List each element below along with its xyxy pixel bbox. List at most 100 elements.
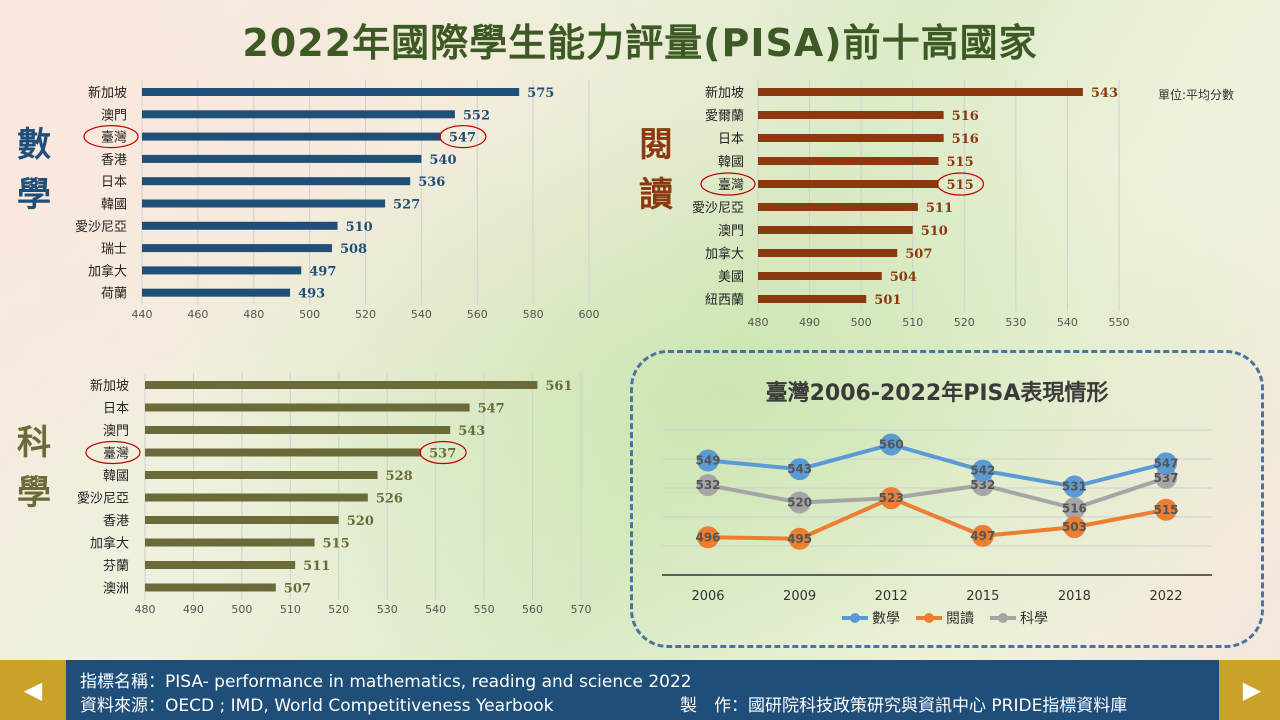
- science-tick-label: 500: [231, 603, 252, 616]
- reading-data-label: 510: [921, 224, 948, 239]
- science-bar: [145, 538, 315, 547]
- science-category-label: 新加坡: [90, 378, 129, 394]
- science-category-label: 加拿大: [90, 536, 129, 552]
- math-data-label: 540: [429, 153, 456, 168]
- science-data-label: 547: [478, 402, 505, 417]
- science-tick-label: 560: [522, 603, 543, 616]
- trend-data-label: 532: [695, 478, 720, 492]
- trend-point: [697, 449, 719, 472]
- trend-x-tick-label: 2006: [691, 589, 724, 604]
- trend-data-label: 560: [879, 438, 904, 452]
- science-data-label: 561: [545, 379, 572, 394]
- trend-data-label: 516: [1062, 501, 1087, 515]
- trend-data-label: 543: [787, 462, 812, 476]
- math-category-label: 韓國: [101, 198, 127, 213]
- unit-label: 單位:平均分數: [1158, 88, 1235, 102]
- reading-data-label: 501: [874, 293, 901, 308]
- math-tick-label: 440: [132, 308, 153, 321]
- science-bar: [145, 471, 378, 479]
- reading-data-label: 515: [947, 178, 974, 193]
- math-bar: [142, 110, 455, 119]
- math-data-label: 536: [418, 175, 445, 190]
- science-bar: [145, 561, 296, 569]
- science-data-label: 507: [284, 582, 311, 597]
- footer-source: 資料來源：OECD ; IMD, World Competitiveness Y…: [80, 696, 554, 716]
- science-tick-label: 480: [135, 603, 156, 616]
- science-bar: [145, 381, 538, 389]
- science-data-label: 528: [386, 469, 413, 484]
- trend-data-label: 547: [1153, 456, 1178, 470]
- reading-data-label: 507: [905, 247, 932, 262]
- science-category-label: 臺灣: [103, 447, 129, 462]
- background-glow: [0, 0, 1280, 660]
- reading-category-label: 愛爾蘭: [705, 108, 744, 124]
- trend-data-label: 496: [695, 530, 720, 544]
- science-bar: [145, 403, 470, 412]
- trend-data-label: 532: [970, 478, 995, 492]
- trend-legend-label: 數學: [872, 611, 900, 627]
- science-category-label: 香港: [103, 514, 129, 529]
- trend-legend-label: 科學: [1020, 611, 1048, 627]
- trend-point: [697, 474, 719, 497]
- science-category-label: 澳門: [103, 423, 129, 439]
- footer-producer: 製 作：國研院科技政策研究與資訊中心 PRIDE指標資料庫: [680, 696, 1128, 716]
- reading-highlight-value: [936, 172, 985, 196]
- math-data-label: 575: [527, 86, 554, 101]
- math-bar: [142, 132, 441, 141]
- trend-data-label: 495: [787, 532, 812, 546]
- math-tick-label: 480: [243, 308, 264, 321]
- science-tick-label: 510: [280, 603, 301, 616]
- science-bar: [145, 583, 276, 592]
- math-bar: [142, 88, 520, 96]
- math-label: 數學: [17, 125, 51, 215]
- trend-data-label: 542: [970, 464, 995, 478]
- trend-data-label: 497: [970, 529, 995, 543]
- science-category-label: 韓國: [103, 469, 129, 484]
- science-data-label: 526: [376, 492, 403, 507]
- trend-series-line: [707, 496, 1167, 541]
- science-data-label: 537: [429, 447, 456, 462]
- reading-bar: [758, 157, 939, 165]
- trend-point: [788, 491, 811, 514]
- trend-data-label: 520: [787, 496, 812, 510]
- math-tick-label: 600: [579, 308, 600, 321]
- reading-label: 閱讀: [639, 125, 673, 215]
- science-bar: [145, 426, 451, 434]
- reading-tick-label: 540: [1057, 316, 1078, 329]
- science-highlight-value: [419, 440, 467, 465]
- reading-data-label: 504: [890, 270, 917, 285]
- math-bar: [142, 266, 302, 275]
- science-category-label: 澳洲: [103, 581, 129, 597]
- trend-point: [880, 487, 903, 510]
- science-bar: [145, 448, 422, 457]
- reading-bar: [758, 249, 898, 257]
- reading-bar: [758, 272, 882, 280]
- reading-category-label: 韓國: [718, 155, 744, 170]
- prev-button[interactable]: ◀: [0, 660, 66, 720]
- math-bar: [142, 177, 411, 186]
- trend-point: [788, 458, 811, 481]
- math-highlight-category: [83, 125, 139, 149]
- trend-point: [1155, 452, 1177, 475]
- reading-bar: [758, 203, 918, 211]
- science-bar: [145, 516, 339, 524]
- science-bar: [145, 493, 368, 502]
- math-data-label: 493: [298, 287, 325, 302]
- trend-point: [1063, 497, 1086, 520]
- science-tick-label: 520: [328, 603, 349, 616]
- trend-x-tick-label: 2015: [966, 589, 999, 604]
- trend-data-label: 523: [879, 491, 904, 505]
- trend-title: 臺灣2006-2022年PISA表現情形: [766, 380, 1109, 406]
- trend-x-tick-label: 2012: [875, 589, 908, 604]
- trend-point: [880, 433, 903, 456]
- reading-bar: [758, 88, 1083, 96]
- math-tick-label: 500: [299, 308, 320, 321]
- reading-category-label: 日本: [718, 132, 744, 147]
- charts-canvas: 440 460 480 500 520 540 560 580 600 新加坡 575 澳門 552 臺灣…: [75, 80, 1212, 627]
- reading-tick-label: 510: [902, 316, 923, 329]
- math-tick-label: 560: [467, 308, 488, 321]
- math-category-label: 臺灣: [101, 131, 127, 146]
- trend-point: [971, 524, 994, 547]
- reading-bar: [758, 134, 944, 142]
- next-button[interactable]: ▶: [1219, 660, 1280, 720]
